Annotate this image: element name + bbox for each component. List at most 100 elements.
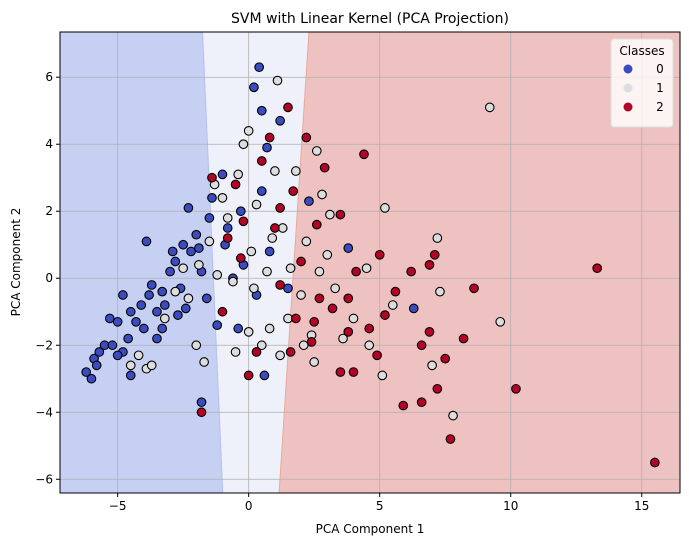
point-class-0 xyxy=(139,323,149,334)
point-class-1 xyxy=(427,360,437,371)
point-class-2 xyxy=(335,367,346,377)
point-class-2 xyxy=(432,383,443,394)
point-class-1 xyxy=(233,169,244,180)
x-tick-label: 0 xyxy=(245,499,253,513)
point-class-0 xyxy=(146,280,157,290)
point-class-1 xyxy=(270,166,280,176)
point-class-0 xyxy=(254,62,265,73)
point-class-0 xyxy=(144,290,154,300)
point-class-2 xyxy=(256,156,267,166)
point-class-0 xyxy=(112,316,123,327)
point-class-1 xyxy=(277,223,288,233)
point-class-1 xyxy=(387,300,398,310)
point-class-0 xyxy=(183,203,194,213)
point-class-0 xyxy=(91,360,102,371)
point-class-0 xyxy=(157,286,168,297)
point-class-1 xyxy=(228,276,238,287)
point-class-1 xyxy=(448,410,458,421)
point-class-2 xyxy=(327,303,338,314)
point-class-2 xyxy=(301,132,312,143)
point-class-2 xyxy=(469,283,479,294)
point-class-0 xyxy=(204,213,215,223)
point-class-0 xyxy=(180,303,191,314)
point-class-1 xyxy=(238,139,249,150)
point-class-2 xyxy=(374,249,385,260)
point-class-1 xyxy=(217,192,228,203)
point-class-0 xyxy=(170,256,181,267)
point-class-2 xyxy=(398,400,409,411)
point-class-1 xyxy=(267,233,278,243)
y-tick-label: 2 xyxy=(45,204,53,218)
point-class-2 xyxy=(424,327,435,337)
point-class-0 xyxy=(81,367,92,377)
point-class-1 xyxy=(298,340,309,351)
point-class-1 xyxy=(484,102,495,113)
point-class-0 xyxy=(264,246,275,257)
point-class-2 xyxy=(288,186,299,196)
point-class-1 xyxy=(272,75,283,86)
point-class-2 xyxy=(406,266,416,277)
point-class-2 xyxy=(390,286,401,297)
point-class-0 xyxy=(196,397,207,408)
point-class-2 xyxy=(196,407,207,418)
point-class-0 xyxy=(275,115,285,126)
point-class-1 xyxy=(495,316,506,327)
point-class-0 xyxy=(125,370,136,381)
point-class-2 xyxy=(235,253,246,263)
point-class-2 xyxy=(359,149,369,160)
point-class-2 xyxy=(207,172,217,183)
point-class-0 xyxy=(235,206,246,217)
point-class-2 xyxy=(311,219,322,230)
x-tick-label: 15 xyxy=(634,499,649,513)
point-class-0 xyxy=(207,192,217,203)
point-class-1 xyxy=(183,293,194,304)
point-class-0 xyxy=(304,196,314,207)
point-class-0 xyxy=(408,303,419,314)
point-class-0 xyxy=(262,142,272,153)
decision-regions xyxy=(59,31,681,494)
point-class-1 xyxy=(330,283,340,294)
point-class-2 xyxy=(440,353,451,364)
point-class-1 xyxy=(301,236,312,247)
point-class-1 xyxy=(309,357,320,367)
point-class-1 xyxy=(311,146,322,156)
point-class-2 xyxy=(511,383,521,394)
point-class-2 xyxy=(309,316,320,327)
x-tick-label: 10 xyxy=(503,499,518,513)
point-class-1 xyxy=(380,203,390,213)
legend-label-1: 1 xyxy=(656,81,664,95)
point-class-2 xyxy=(230,179,241,190)
point-class-0 xyxy=(194,243,204,253)
point-class-2 xyxy=(285,347,296,357)
point-class-2 xyxy=(251,347,262,357)
point-class-2 xyxy=(348,367,359,377)
legend-marker-2 xyxy=(623,102,633,112)
plot-frame xyxy=(59,31,681,494)
point-class-2 xyxy=(290,313,301,324)
point-class-2 xyxy=(296,256,306,267)
point-class-0 xyxy=(186,246,196,257)
point-class-1 xyxy=(246,246,257,257)
point-class-2 xyxy=(217,306,228,317)
point-class-1 xyxy=(159,313,170,324)
point-class-0 xyxy=(165,266,175,277)
point-class-0 xyxy=(152,333,162,344)
point-class-2 xyxy=(416,397,427,408)
point-class-1 xyxy=(285,263,296,274)
y-tick-label: 0 xyxy=(45,271,53,285)
point-class-0 xyxy=(157,323,168,334)
point-class-0 xyxy=(118,290,128,300)
point-class-2 xyxy=(649,457,660,468)
point-class-1 xyxy=(296,290,306,300)
legend-marker-1 xyxy=(623,83,633,93)
point-class-2 xyxy=(372,350,382,361)
y-tick-label: 4 xyxy=(45,137,53,151)
point-class-1 xyxy=(432,233,443,243)
point-class-1 xyxy=(435,286,445,297)
point-class-0 xyxy=(123,333,133,344)
data-points xyxy=(81,62,660,468)
y-tick-label: −2 xyxy=(35,338,53,352)
y-tick-label: −6 xyxy=(35,472,53,486)
point-class-1 xyxy=(251,199,262,210)
